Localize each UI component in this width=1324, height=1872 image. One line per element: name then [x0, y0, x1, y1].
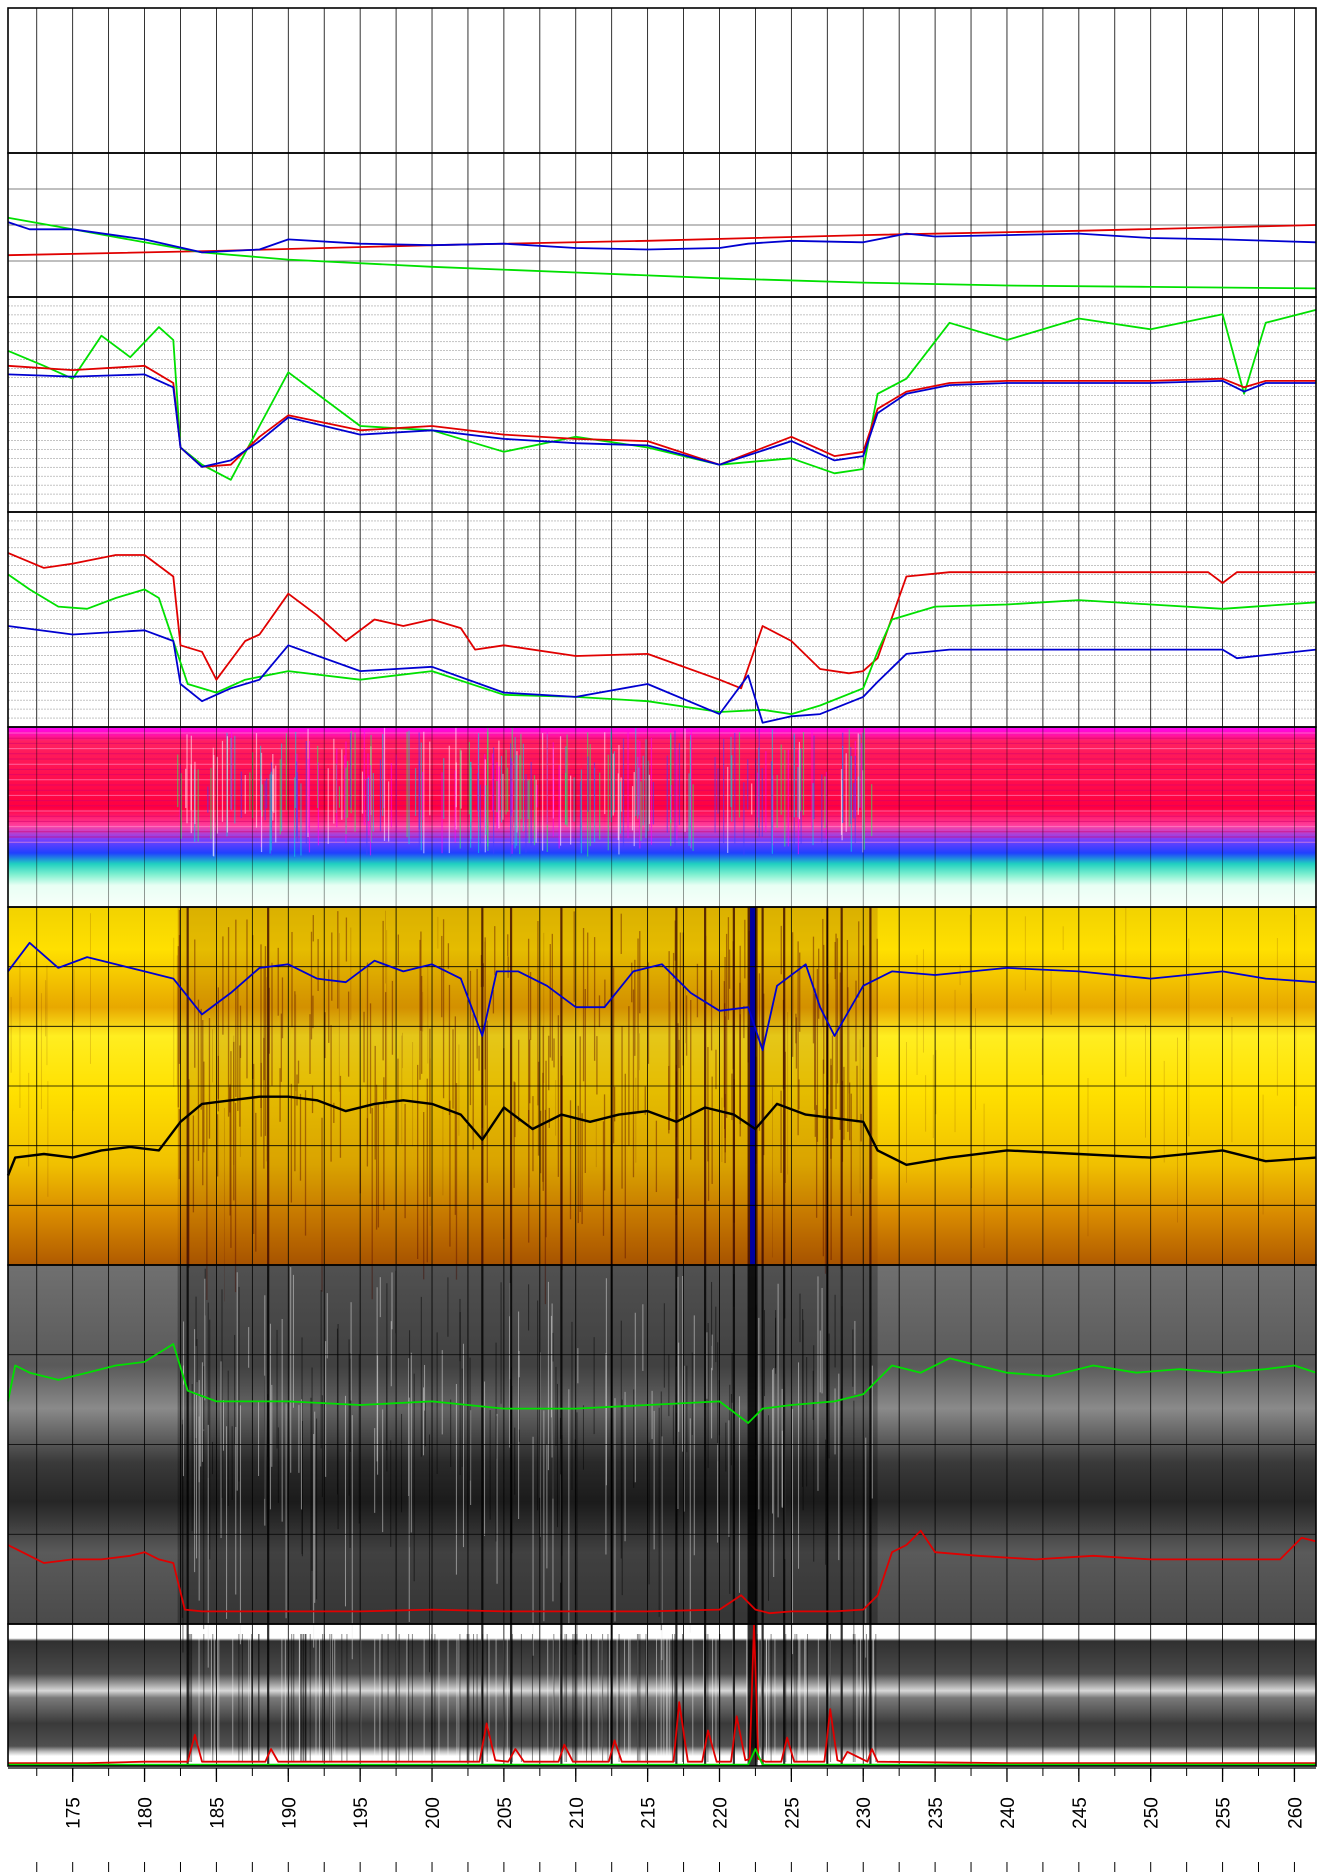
panel-4-green-series — [7, 573, 1317, 715]
data-series — [6, 216, 1317, 1766]
x-tick-label: 190 — [279, 1797, 300, 1829]
panel-6-black-series — [6, 1095, 1317, 1176]
panel-2-red-series — [7, 224, 1317, 257]
x-tick-label: 235 — [926, 1797, 947, 1829]
x-tick-label: 250 — [1142, 1797, 1163, 1829]
panel-8-green-series — [8, 1748, 1316, 1766]
panel-3-blue-series — [7, 373, 1316, 468]
panel-7-green-series — [7, 1343, 1317, 1424]
x-tick-label: 255 — [1214, 1797, 1235, 1829]
x-tick-label: 210 — [567, 1797, 588, 1829]
x-tick-label: 245 — [1070, 1797, 1091, 1829]
x-tick-label: 240 — [998, 1797, 1019, 1829]
panel-1-frame — [7, 7, 1317, 154]
x-tick-label: 230 — [854, 1797, 875, 1829]
panel-8-red-series — [8, 1623, 1316, 1765]
x-tick-label: 185 — [207, 1797, 228, 1829]
panel-6-blue-series — [7, 941, 1317, 1052]
panel-3-green-series — [7, 309, 1317, 481]
x-tick-label: 225 — [782, 1797, 803, 1829]
panel-2-blue-series — [7, 221, 1317, 254]
x-tick-label: 220 — [711, 1797, 732, 1829]
panel-7-red-series — [7, 1529, 1317, 1615]
x-tick-label: 260 — [1285, 1797, 1306, 1829]
panel-8-frame — [7, 1623, 1317, 1767]
x-tick-label: 180 — [136, 1797, 157, 1829]
grid-lines — [8, 8, 1316, 1766]
panel-4-blue-series — [7, 625, 1317, 724]
x-tick-label: 200 — [423, 1797, 444, 1829]
panel-2-green-series — [7, 216, 1317, 290]
panel-4-red-series — [7, 552, 1316, 690]
x-tick-label: 195 — [351, 1797, 372, 1829]
x-axis: 175 180 185 190 195 200 205 210 215 220 225 230 235 2… — [8, 1767, 1316, 1872]
x-tick-label: 175 — [64, 1797, 85, 1829]
panel-frames — [7, 7, 1317, 1767]
x-tick-label: 215 — [639, 1797, 660, 1829]
spectral-panel-background — [8, 727, 1316, 907]
x-tick-label: 205 — [495, 1797, 516, 1829]
